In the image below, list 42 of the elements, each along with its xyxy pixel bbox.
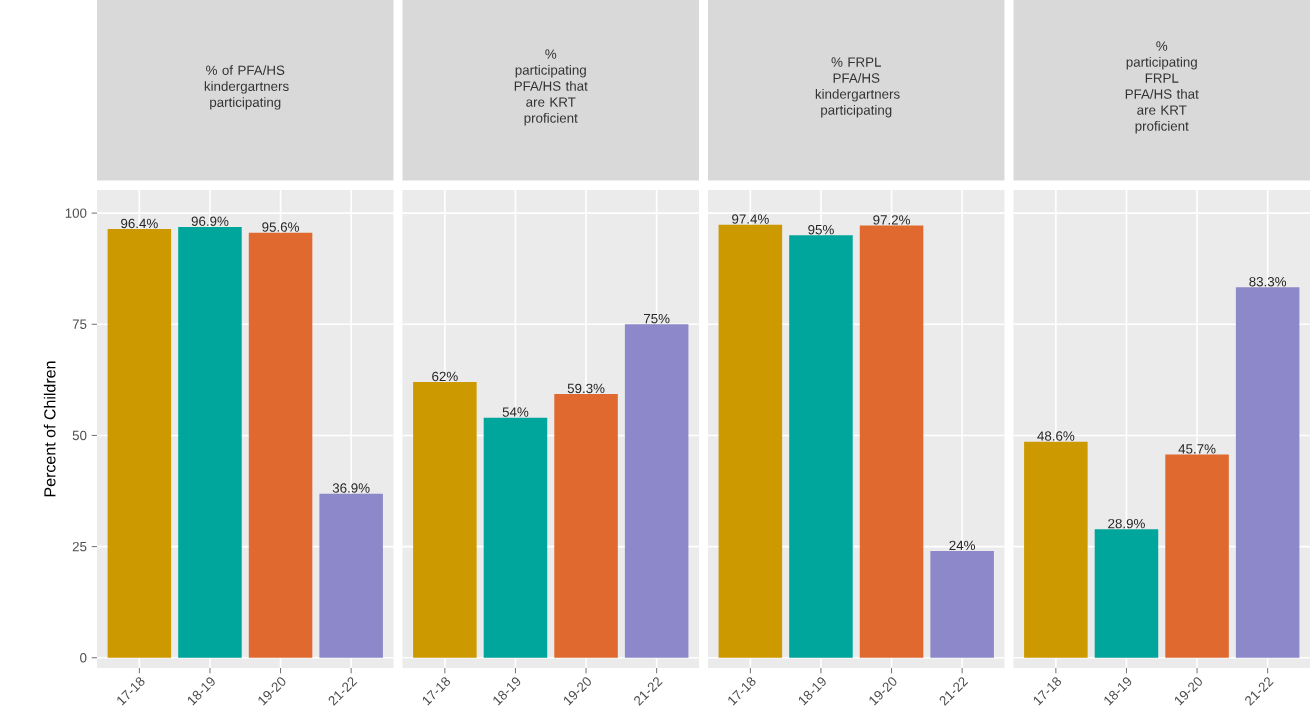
bar: [859, 225, 924, 658]
bar: [718, 224, 783, 658]
bar: [248, 232, 313, 658]
data-label: 54%: [502, 407, 529, 417]
bar: [624, 324, 689, 658]
data-label: 62%: [432, 371, 458, 382]
data-label: 95.6%: [262, 222, 299, 232]
data-label: 48.6%: [1037, 431, 1075, 441]
y-tick-label: 0: [80, 653, 87, 663]
data-label: 95%: [808, 224, 834, 235]
data-label: 75%: [643, 313, 670, 324]
y-tick-label: 50: [72, 430, 87, 441]
y-tick-label: 25: [72, 541, 87, 552]
bar: [483, 417, 548, 658]
bar: [319, 493, 383, 658]
y-tick-label: 100: [65, 208, 87, 218]
bar: [1094, 529, 1159, 658]
data-label: 83.3%: [1249, 277, 1287, 287]
bar: [930, 551, 994, 658]
chart-title: % of PFA/HS kindergartners participating: [204, 65, 289, 110]
y-axis-title: Percent of Children: [43, 361, 56, 497]
data-label: 59.3%: [567, 383, 605, 394]
chart-title: % participating FRPL PFA/HS that are KRT proficient: [1125, 41, 1199, 134]
data-label: 97.4%: [732, 214, 769, 224]
data-label: 45.7%: [1178, 444, 1216, 454]
chart-title: % participating PFA/HS that are KRT proficient: [514, 49, 588, 126]
data-label: 97.2%: [873, 215, 910, 225]
data-label: 96.9%: [191, 216, 229, 226]
bar: [1024, 441, 1088, 658]
chart-title: % FRPL PFA/HS kindergartners participating: [815, 57, 900, 118]
data-label: 24%: [949, 540, 976, 551]
data-label: 36.9%: [332, 483, 370, 493]
y-tick-label: 75: [72, 319, 87, 329]
data-label: 28.9%: [1108, 518, 1145, 529]
bar: [1165, 454, 1229, 658]
bar: [178, 226, 242, 658]
bar: [789, 235, 853, 658]
data-label: 96.4%: [121, 218, 158, 229]
bar: [554, 394, 618, 658]
bar: [107, 229, 172, 658]
bar: [1235, 287, 1300, 658]
bar: [413, 382, 477, 658]
